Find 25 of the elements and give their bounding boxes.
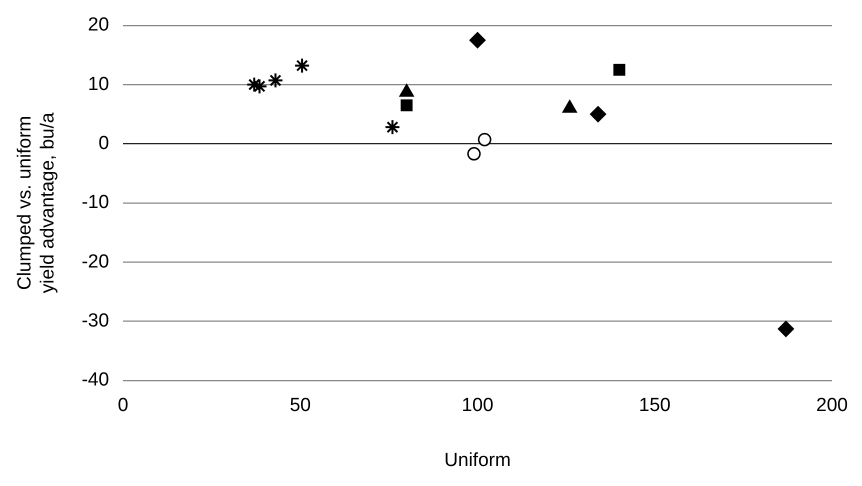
x-tick-label: 100: [462, 395, 494, 416]
point: [470, 32, 486, 48]
y-tick-label: -20: [82, 251, 110, 272]
y-tick-label: 20: [88, 14, 110, 36]
y-tick-label: 10: [88, 74, 110, 95]
point: [384, 119, 400, 136]
point: [467, 147, 481, 161]
x-tick-label: 0: [118, 395, 128, 416]
point: [252, 78, 268, 94]
y-tick-label: -40: [82, 370, 110, 391]
y-tick-label: 0: [98, 132, 110, 154]
point: [267, 72, 284, 88]
point: [778, 320, 794, 337]
x-tick-label: 200: [816, 395, 848, 416]
point: [590, 106, 606, 122]
point: [613, 64, 626, 76]
point: [400, 99, 413, 112]
point: [294, 58, 310, 74]
point: [478, 132, 492, 146]
y-tick-label: -30: [82, 310, 110, 332]
y-axis-title: Clumped vs. uniform yield advantage, bu/a: [14, 112, 58, 294]
x-tick-label: 150: [638, 395, 671, 416]
x-tick-label: 50: [290, 395, 311, 416]
y-tick-label: -10: [82, 192, 110, 214]
x-axis-title: Uniform: [444, 450, 511, 471]
